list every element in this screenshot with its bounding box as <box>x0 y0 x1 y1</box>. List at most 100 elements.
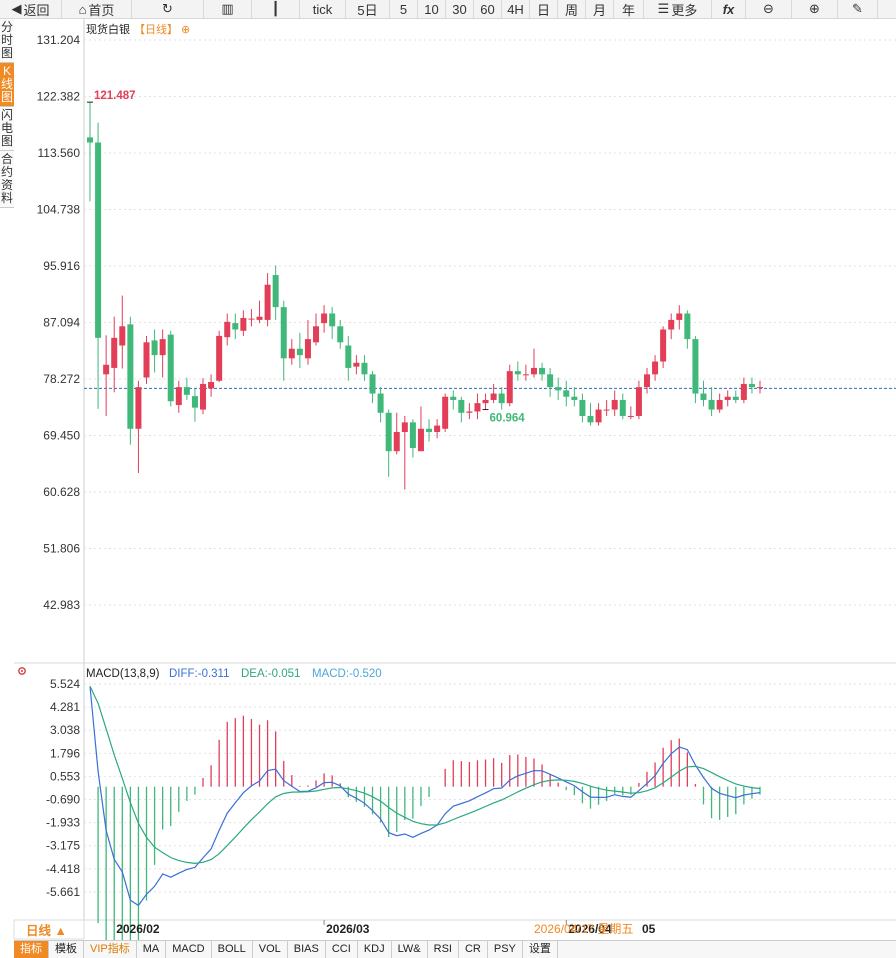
indicator-tab-6[interactable]: VOL <box>253 941 288 958</box>
toolbar-item-11[interactable]: 4H <box>502 0 530 18</box>
candle <box>183 377 190 400</box>
candle <box>304 319 311 365</box>
toolbar-label: 周 <box>564 2 578 18</box>
candle <box>361 355 368 381</box>
macd-value: MACD:-0.520 <box>312 668 382 680</box>
zoom-in-icon: ⊕ <box>809 1 820 16</box>
indicator-tab-4[interactable]: MACD <box>166 941 212 958</box>
side-tab-0[interactable]: 分时图 <box>0 19 14 63</box>
indicator-tab-13[interactable]: PSY <box>488 941 523 958</box>
indicator-tabs: 指标 模板 VIP指标 MA MACD BOLL VOL BIAS CCI KDJ LW& RSI CR… <box>14 940 896 958</box>
toolbar-item-16[interactable]: ☰ 更多 <box>644 0 712 18</box>
macd-tick-label: 1.796 <box>50 746 80 760</box>
candle <box>732 390 739 404</box>
toolbar: ◀ 返回 ⌂ 首页 ↻ ▥ ┃ tick 5日 5 10 30 60 4H 日周月年 ☰ 更多 fx ⊖ ⊕ ✎ <box>0 0 896 19</box>
indicator-tab-2[interactable]: VIP指标 <box>84 941 137 958</box>
toolbar-item-19[interactable]: ⊕ <box>792 0 838 18</box>
candle <box>563 380 570 407</box>
candle <box>127 316 134 445</box>
toolbar-item-0[interactable]: ◀ 返回 <box>0 0 62 18</box>
indicator-tab-12[interactable]: CR <box>459 941 488 958</box>
instrument-name: 现货白银 <box>86 22 130 36</box>
indicator-tab-9[interactable]: KDJ <box>358 941 392 958</box>
macd-tick-label: -0.690 <box>46 793 80 807</box>
toolbar-item-5[interactable]: tick <box>300 0 346 18</box>
dea-line <box>89 686 761 865</box>
period-label: 【日线】 <box>134 22 178 36</box>
candle <box>668 313 675 340</box>
toolbar-item-14[interactable]: 月 <box>586 0 614 18</box>
candle <box>264 273 271 327</box>
indicator-tab-11[interactable]: RSI <box>428 941 459 958</box>
toolbar-item-2[interactable]: ↻ <box>132 0 204 18</box>
candle <box>135 380 142 473</box>
toolbar-item-18[interactable]: ⊖ <box>746 0 792 18</box>
candle <box>337 319 344 349</box>
candle <box>506 364 513 407</box>
indicator-tab-14[interactable]: 设置 <box>523 941 558 958</box>
toolbar-label: 月 <box>592 2 606 18</box>
toolbar-item-17[interactable]: fx <box>712 0 746 18</box>
add-indicator-icon[interactable]: ⊕ <box>181 24 190 36</box>
candle <box>587 403 594 426</box>
candle <box>466 403 473 420</box>
macd-title: MACD(13,8,9) <box>86 668 160 680</box>
candle <box>417 406 424 452</box>
toolbar-item-4[interactable]: ┃ <box>252 0 300 18</box>
candle <box>167 330 174 407</box>
toolbar-item-15[interactable]: 年 <box>614 0 644 18</box>
indicator-tab-8[interactable]: CCI <box>326 941 358 958</box>
indicator-tab-0[interactable]: 指标 <box>14 941 49 958</box>
indicator-tab-7[interactable]: BIAS <box>288 941 326 958</box>
toolbar-item-7[interactable]: 5 <box>390 0 418 18</box>
toolbar-label: tick <box>312 1 333 17</box>
side-tab-2[interactable]: 闪电图 <box>0 107 14 151</box>
macd-settings-icon[interactable] <box>18 667 26 675</box>
candle <box>708 387 715 416</box>
candle <box>442 393 449 432</box>
candle <box>159 329 166 378</box>
indicator-tab-5[interactable]: BOLL <box>212 941 253 958</box>
toolbar-label: 5 <box>399 1 408 17</box>
menu-icon: ☰ <box>657 1 670 16</box>
candle <box>724 390 731 407</box>
candle <box>627 406 634 420</box>
side-tab-3[interactable]: 合约资料 <box>0 151 14 208</box>
indicator-tab-1[interactable]: 模板 <box>49 941 84 958</box>
price-tick-label: 42.983 <box>43 598 80 612</box>
toolbar-item-8[interactable]: 10 <box>418 0 446 18</box>
period-button[interactable]: 日线 ▲ <box>26 923 67 938</box>
candle <box>385 409 392 477</box>
back-icon: ◀ <box>11 1 22 16</box>
candle <box>288 339 295 365</box>
candle <box>595 403 602 426</box>
side-tab-1[interactable]: K线图 <box>0 63 14 107</box>
toolbar-item-12[interactable]: 日 <box>530 0 558 18</box>
indicator-tab-3[interactable]: MA <box>137 941 167 958</box>
macd-tick-label: 3.038 <box>50 723 80 737</box>
candle <box>571 387 578 407</box>
toolbar-item-3[interactable]: ▥ <box>204 0 252 18</box>
toolbar-item-10[interactable]: 60 <box>474 0 502 18</box>
toolbar-item-1[interactable]: ⌂ 首页 <box>62 0 132 18</box>
toolbar-label: 更多 <box>671 2 698 18</box>
candle <box>555 377 562 400</box>
toolbar-item-6[interactable]: 5日 <box>346 0 390 18</box>
indicator-tab-10[interactable]: LW& <box>392 941 428 958</box>
price-tick-label: 122.382 <box>37 89 81 103</box>
cursor-date-tail: 05 <box>642 922 656 936</box>
toolbar-label: 4H <box>507 1 524 17</box>
toolbar-item-9[interactable]: 30 <box>446 0 474 18</box>
candle <box>611 390 618 416</box>
toolbar-label: 5日 <box>357 2 378 18</box>
refresh-icon: ↻ <box>162 1 173 16</box>
toolbar-item-13[interactable]: 周 <box>558 0 586 18</box>
toolbar-item-20[interactable]: ✎ <box>838 0 878 18</box>
pen-icon: ✎ <box>852 1 863 16</box>
price-tick-label: 69.450 <box>43 428 80 442</box>
toolbar-label: 30 <box>452 1 467 17</box>
candle <box>530 348 537 378</box>
candlestick-icon: ┃ <box>271 1 280 16</box>
candle <box>95 122 102 409</box>
